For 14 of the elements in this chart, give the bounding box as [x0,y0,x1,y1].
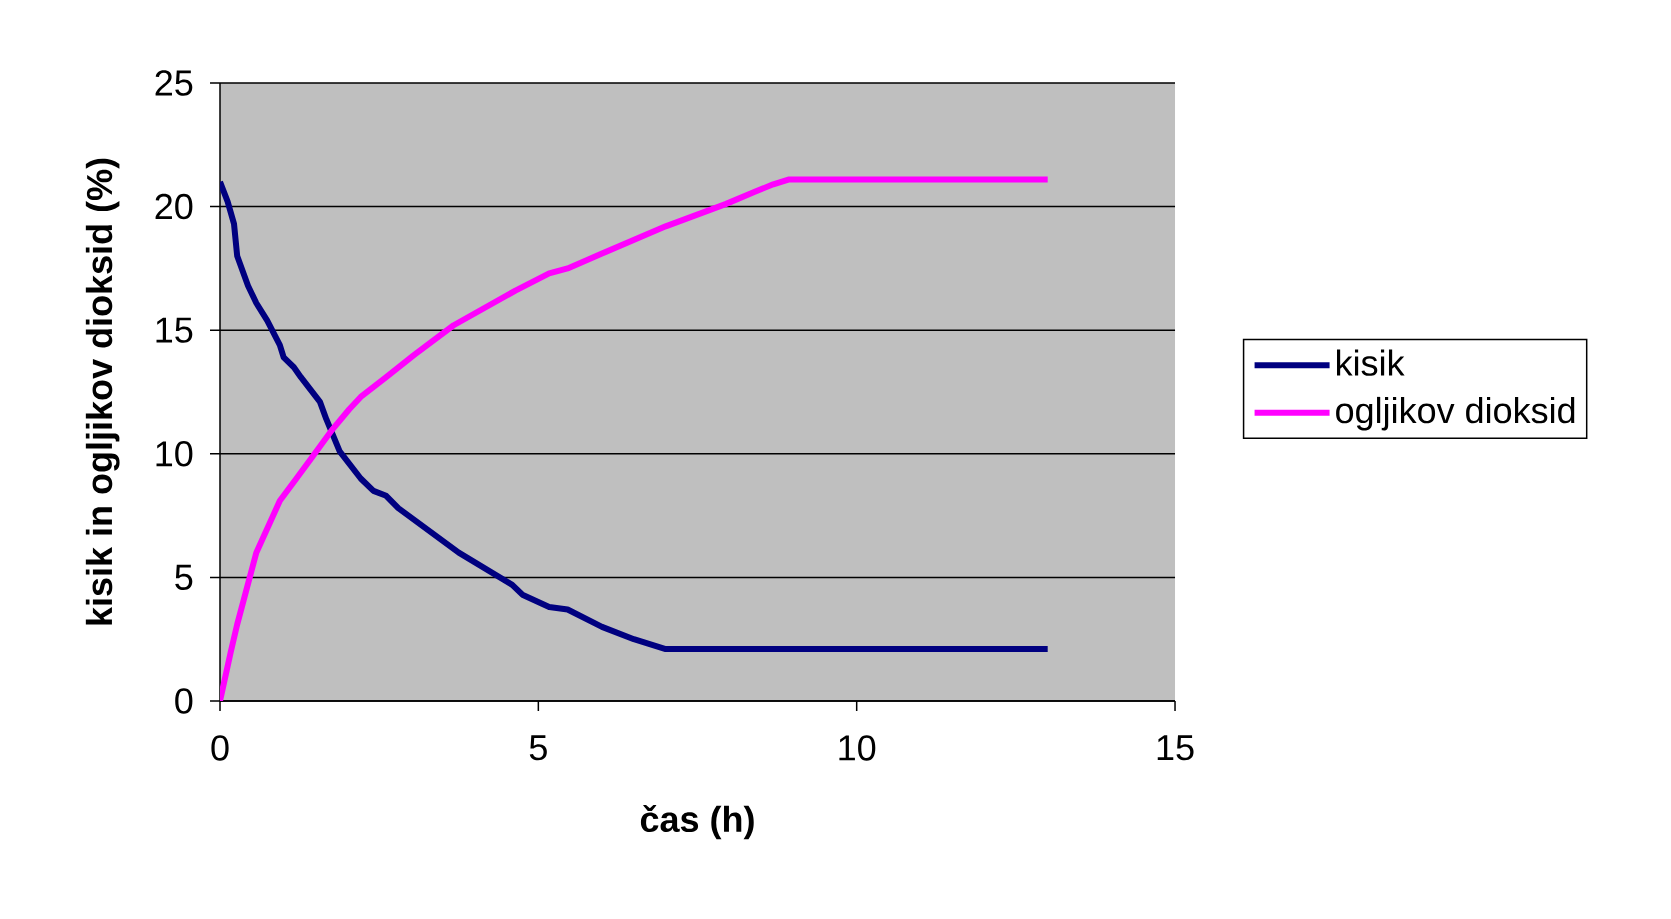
y-tick-label: 20 [155,193,193,220]
legend-label: kisik [1337,349,1405,376]
x-tick-label: 15 [1157,735,1194,761]
y-tick-label: 10 [156,441,193,467]
y-tick-label: 15 [156,317,193,343]
x-axis-title: čas (h) [640,804,754,840]
x-tick-label: 5 [529,735,547,761]
x-tick-label: 0 [211,735,229,761]
y-axis-title: kisik in ogljikov dioksid (%) [85,158,120,625]
y-tick-label: 5 [175,564,193,590]
y-tick-label: 0 [175,688,193,714]
legend-label: ogljikov dioksid [1336,396,1575,431]
y-tick-label: 25 [155,70,193,96]
x-tick-label: 10 [839,735,876,761]
